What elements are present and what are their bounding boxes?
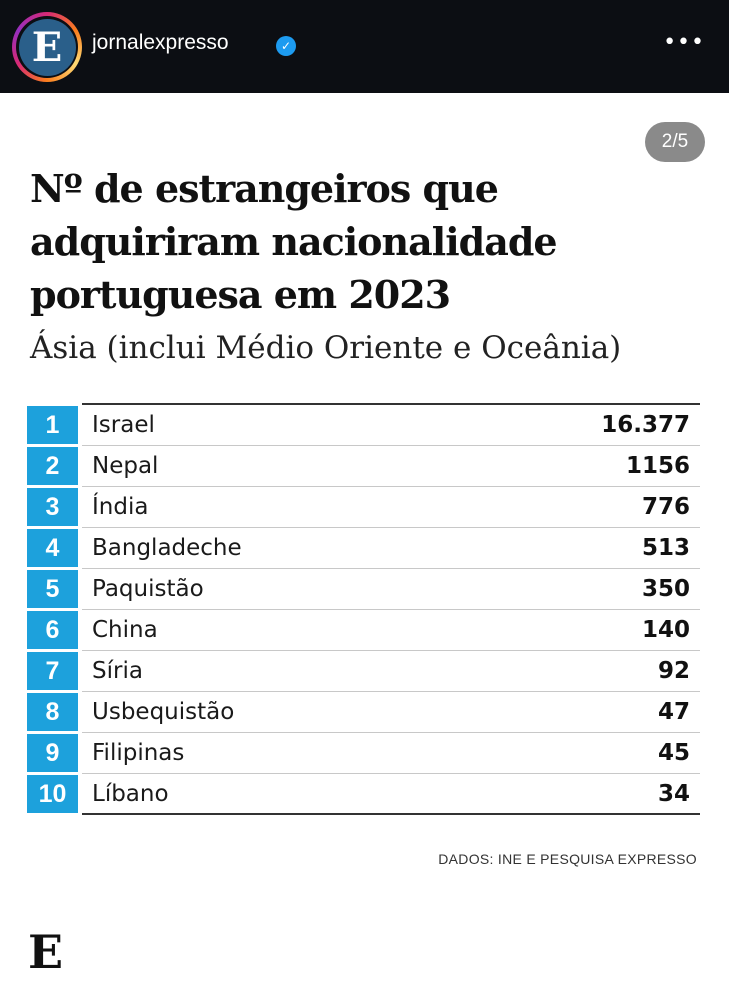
chart-subtitle: Ásia (inclui Médio Oriente e Oceânia) (30, 330, 622, 366)
rank-badge: 6 (27, 611, 78, 649)
table-row: 4 Bangladeche 513 (27, 526, 700, 569)
rank-badge: 9 (27, 734, 78, 772)
count-value: 92 (657, 658, 690, 684)
country-name: Paquistão (92, 576, 204, 602)
country-name: Síria (92, 658, 143, 684)
table-row: 9 Filipinas 45 (27, 731, 700, 774)
table-row: 1 Israel 16.377 (27, 403, 700, 446)
verified-badge-icon: ✓ (276, 36, 296, 56)
count-value: 16.377 (601, 412, 690, 438)
rank-badge: 10 (27, 775, 78, 813)
count-value: 140 (641, 617, 690, 643)
country-name: Israel (92, 412, 155, 438)
country-name: Bangladeche (92, 535, 242, 561)
rank-badge: 5 (27, 570, 78, 608)
rank-badge: 3 (27, 488, 78, 526)
count-value: 513 (641, 535, 690, 561)
slide-counter: 2/5 (645, 122, 705, 162)
country-name: Usbequistão (92, 699, 235, 725)
country-name: Nepal (92, 453, 159, 479)
country-name: Filipinas (92, 740, 185, 766)
chart-title: Nº de estrangeiros que adquiriram nacion… (30, 166, 558, 317)
ranking-table: 1 Israel 16.377 2 Nepal 1156 3 Índia 776 4 … (27, 403, 700, 815)
table-row: 2 Nepal 1156 (27, 444, 700, 487)
country-name: China (92, 617, 158, 643)
more-icon[interactable]: ••• (663, 30, 705, 55)
rank-badge: 2 (27, 447, 78, 485)
username-link[interactable]: jornalexpresso (92, 31, 229, 54)
avatar[interactable]: E (12, 12, 82, 82)
table-row: 10 Líbano 34 (27, 772, 700, 815)
expresso-logo: E (28, 925, 64, 979)
count-value: 34 (657, 780, 690, 807)
source-note: DADOS: INE E PESQUISA EXPRESSO (438, 851, 697, 867)
count-value: 1156 (625, 453, 690, 479)
table-row: 7 Síria 92 (27, 649, 700, 692)
table-row: 3 Índia 776 (27, 485, 700, 528)
post-header: E jornalexpresso ✓ ••• (0, 0, 729, 93)
country-name: Líbano (92, 780, 169, 807)
count-value: 350 (641, 576, 690, 602)
country-name: Índia (92, 494, 149, 520)
count-value: 45 (657, 740, 690, 766)
rank-badge: 8 (27, 693, 78, 731)
table-row: 8 Usbequistão 47 (27, 690, 700, 733)
table-row: 5 Paquistão 350 (27, 567, 700, 610)
rank-badge: 7 (27, 652, 78, 690)
count-value: 47 (657, 699, 690, 725)
count-value: 776 (641, 494, 690, 520)
table-row: 6 China 140 (27, 608, 700, 651)
rank-badge: 4 (27, 529, 78, 567)
rank-badge: 1 (27, 406, 78, 444)
